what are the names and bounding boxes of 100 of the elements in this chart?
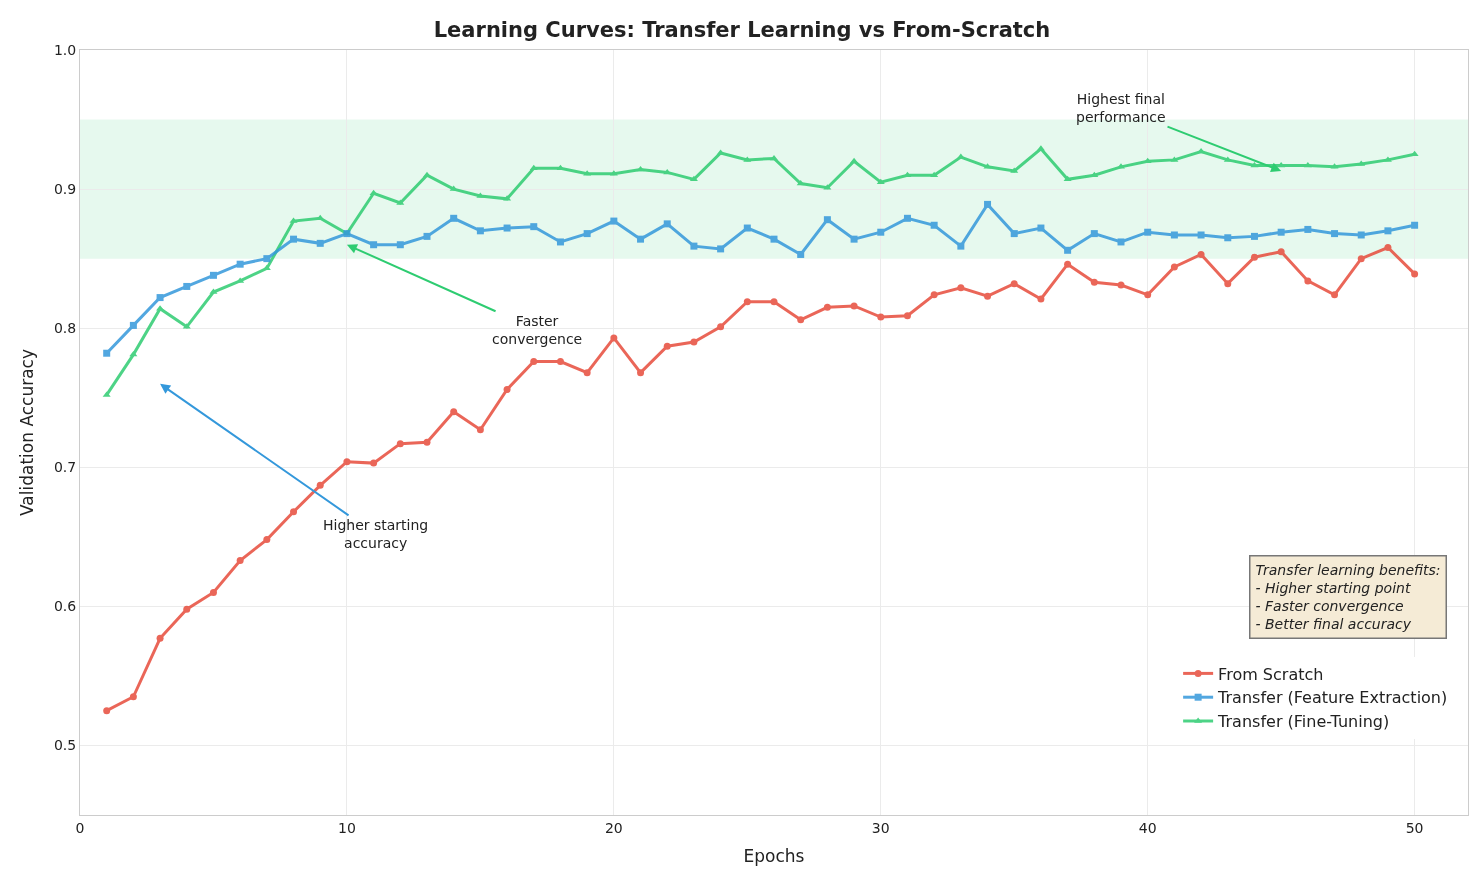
point — [903, 312, 911, 320]
point — [263, 255, 271, 263]
point — [689, 175, 698, 182]
y-tick-label: 0.7 — [53, 459, 77, 476]
point — [610, 217, 618, 225]
point — [370, 459, 378, 467]
point — [823, 216, 831, 224]
point — [850, 235, 858, 243]
x-tick-label: 20 — [604, 819, 623, 836]
point — [1303, 161, 1312, 168]
point — [129, 321, 137, 329]
point — [423, 232, 431, 240]
point — [396, 440, 404, 448]
annotation: Higher starting accuracy — [323, 517, 429, 552]
point — [450, 214, 458, 222]
point — [743, 298, 751, 306]
x-tick-label: 30 — [871, 819, 890, 836]
annotation: Faster convergence — [492, 313, 583, 348]
point — [262, 264, 271, 271]
point — [957, 284, 965, 292]
point — [1117, 281, 1125, 289]
point — [1357, 255, 1365, 263]
y-tick-label: 0.9 — [53, 180, 77, 197]
point — [984, 292, 992, 300]
y-tick-label: 1.0 — [53, 41, 77, 58]
point — [743, 224, 751, 232]
point — [1277, 161, 1286, 168]
point — [1064, 260, 1072, 268]
y-tick-label: 0.6 — [53, 598, 77, 615]
point — [930, 291, 938, 299]
point — [1170, 231, 1178, 239]
point — [877, 228, 885, 236]
y-tick-label: 0.5 — [53, 737, 77, 754]
x-tick-label: 0 — [75, 819, 85, 836]
chart-title: Learning Curves: Transfer Learning vs From-Scratch — [433, 17, 1051, 42]
point — [1304, 277, 1312, 285]
point — [1090, 278, 1098, 286]
point — [183, 282, 191, 290]
y-axis-title: Validation Accuracy — [17, 349, 38, 516]
point — [1197, 231, 1205, 239]
x-axis-title: Epochs — [743, 846, 805, 867]
point — [717, 323, 725, 331]
point — [476, 426, 484, 434]
point — [984, 200, 992, 208]
point — [129, 693, 137, 701]
point — [103, 707, 111, 715]
point — [583, 369, 591, 377]
point — [290, 508, 298, 516]
point — [209, 271, 217, 279]
point — [1411, 221, 1419, 229]
point — [316, 239, 324, 247]
point — [1384, 227, 1392, 235]
point — [797, 316, 805, 324]
point — [1064, 246, 1072, 254]
point — [663, 342, 671, 350]
point — [1224, 280, 1232, 288]
point — [1277, 228, 1285, 236]
point — [610, 334, 618, 342]
point — [290, 235, 298, 243]
point — [1304, 225, 1312, 233]
point — [263, 536, 271, 544]
point — [370, 241, 378, 249]
point — [1250, 232, 1258, 240]
point — [1063, 175, 1072, 182]
point — [877, 313, 885, 321]
point — [797, 250, 805, 258]
point — [236, 556, 244, 564]
point — [1037, 224, 1045, 232]
point — [823, 303, 831, 311]
point — [663, 168, 672, 175]
point — [583, 230, 591, 238]
point — [663, 220, 671, 228]
point — [236, 260, 244, 268]
point — [530, 358, 538, 366]
point — [1357, 231, 1365, 239]
legend-label: Transfer (Feature Extraction) — [1217, 688, 1448, 708]
point — [1090, 230, 1098, 238]
point — [717, 245, 725, 253]
x-tick-label: 10 — [338, 819, 356, 836]
point — [183, 605, 191, 613]
point — [1411, 270, 1419, 278]
point — [690, 338, 698, 346]
point — [316, 481, 324, 489]
point — [476, 227, 484, 235]
x-tick-label: 40 — [1138, 819, 1157, 836]
point — [1250, 253, 1258, 261]
annotation: Highest final performance — [1076, 91, 1166, 126]
point — [530, 223, 538, 231]
point — [1277, 248, 1285, 256]
point — [503, 385, 511, 393]
point — [637, 235, 645, 243]
point — [1331, 291, 1339, 299]
legend-label: From Scratch — [1218, 664, 1324, 684]
point — [1144, 228, 1152, 236]
point — [503, 224, 511, 232]
point — [957, 242, 965, 250]
point — [1037, 295, 1045, 303]
point — [930, 221, 938, 229]
y-tick-label: 0.8 — [53, 320, 77, 337]
point — [156, 634, 164, 642]
